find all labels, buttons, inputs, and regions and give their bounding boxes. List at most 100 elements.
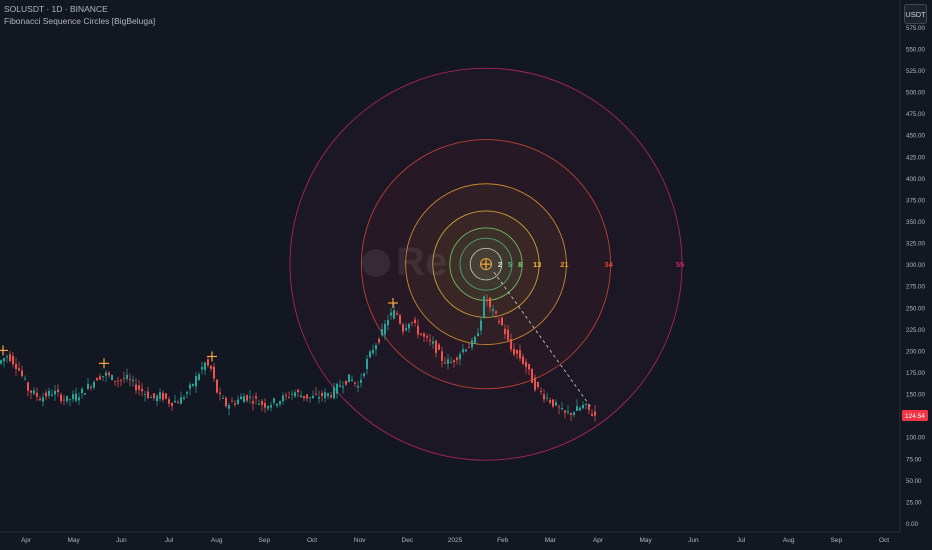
candle-body [477,333,479,337]
fib-circle-label: 13 [533,260,541,269]
candle-body [336,383,338,394]
candle-body [42,397,44,402]
x-tick-label: Oct [307,537,317,544]
indicator-title: Fibonacci Sequence Circles [BigBeluga] [4,16,156,26]
fib-circle-label: 34 [604,260,613,269]
candle-body [312,395,314,399]
candle-body [468,347,470,348]
candle-body [321,392,323,397]
y-tick-label: 25.00 [906,499,922,506]
candle-body [558,406,560,408]
candle-body [291,393,293,395]
watermark-logo: Re [362,240,447,285]
candle-body [456,357,458,361]
x-tick-label: Dec [402,537,414,544]
candle-body [525,361,527,367]
candle-body [192,383,194,386]
candle-body [216,379,218,393]
candle-body [591,413,593,416]
candle-body [93,381,95,388]
candle-body [273,398,275,403]
candle-body [513,348,515,355]
candle-body [528,363,530,370]
candle-body [138,385,140,390]
candle-body [285,394,287,396]
candle-body [549,400,551,403]
candle-body [267,405,269,409]
y-tick-label: 525.00 [906,68,925,75]
candle-body [393,310,395,319]
candle-body [471,340,473,348]
candle-body [48,390,50,396]
fib-circle-label: 5 [508,260,512,269]
candle-body [126,374,128,379]
x-tick-label: May [640,537,653,544]
candle-body [417,325,419,335]
y-tick-label: 150.00 [906,392,925,399]
candle-body [369,351,371,358]
y-tick-label: 275.00 [906,284,925,291]
x-tick-label: Jul [737,537,746,544]
candle-body [15,364,17,369]
candle-body [510,339,512,350]
fib-circle-label: 21 [560,260,568,269]
candle-body [243,396,245,403]
candle-body [36,392,38,397]
candle-body [288,396,290,398]
x-tick-label: Jun [116,537,127,544]
candle-body [297,389,299,393]
candle-body [492,309,494,311]
candle-body [171,402,173,406]
candle-body [90,386,92,388]
candle-body [576,406,578,411]
candle-body [375,345,377,350]
candle-body [579,407,581,411]
candle-body [357,386,359,388]
currency-button[interactable]: USDT [904,4,927,24]
candle-body [240,396,242,400]
candle-body [462,349,464,353]
x-tick-label: Nov [354,537,366,544]
candle-body [270,405,272,408]
candle-body [222,398,224,399]
candle-body [459,354,461,360]
candle-body [534,377,536,391]
candle-body [582,404,584,409]
candle-body [102,375,104,377]
candle-body [0,360,2,364]
candle-body [564,410,566,413]
candle-body [27,382,29,391]
last-price-label: 124.54 [905,413,925,420]
candle-body [561,408,563,410]
candle-body [237,399,239,404]
x-tick-label: May [68,537,81,544]
candle-body [165,393,167,399]
candle-body [585,403,587,405]
candle-body [354,382,356,384]
candle-body [108,372,110,376]
y-tick-label: 550.00 [906,46,925,53]
candle-body [117,380,119,382]
candle-body [519,350,521,359]
y-tick-label: 250.00 [906,305,925,312]
candle-body [309,397,311,398]
candle-body [546,397,548,399]
candle-body [147,391,149,399]
candle-body [198,374,200,380]
candle-body [159,392,161,399]
candle-body [105,372,107,376]
y-tick-label: 450.00 [906,133,925,140]
candle-body [69,399,71,401]
candle-body [120,379,122,381]
candle-body [261,401,263,405]
candle-body [387,320,389,326]
candle-body [531,368,533,383]
candle-body [306,394,308,399]
candle-body [255,396,257,399]
candle-body [522,356,524,364]
candle-body [543,394,545,400]
candle-body [12,355,14,365]
y-tick-label: 500.00 [906,90,925,97]
candle-body [507,329,509,341]
